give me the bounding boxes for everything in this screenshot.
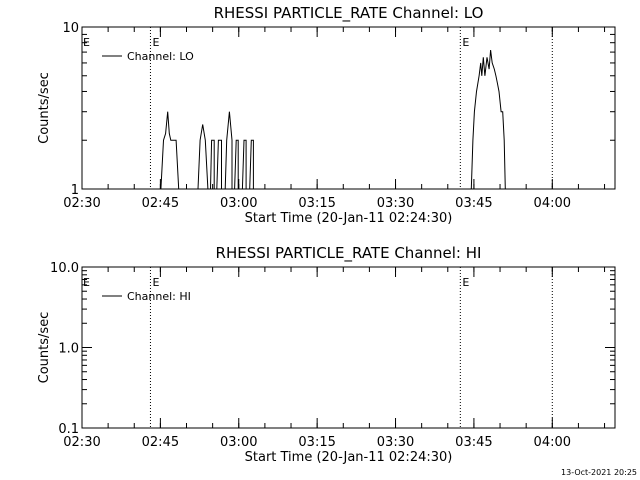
event-marker-label: E — [152, 276, 159, 289]
x-tick-label: 03:15 — [298, 435, 335, 450]
x-tick-label: 03:45 — [455, 435, 492, 450]
x-tick-label: 04:00 — [534, 435, 571, 450]
y-tick-label: 10.0 — [50, 261, 79, 276]
x-tick-label: 03:15 — [298, 196, 335, 211]
x-tick-label: 04:00 — [534, 196, 571, 211]
x-tick-label: 03:30 — [377, 196, 414, 211]
x-tick-label: 03:30 — [377, 435, 414, 450]
chart-title: RHESSI PARTICLE_RATE Channel: HI — [216, 244, 482, 263]
panel-lo-channel: RHESSI PARTICLE_RATE Channel: LO 1 10 02:30… — [37, 4, 616, 226]
x-tick-label: 02:45 — [142, 435, 179, 450]
event-marker-label: E — [83, 276, 90, 289]
series-line — [160, 50, 506, 190]
y-tick-label: 1 — [71, 183, 79, 198]
x-tick-label: 03:00 — [220, 435, 257, 450]
x-tick-label: 02:30 — [63, 435, 100, 450]
event-marker-label: E — [152, 36, 159, 49]
y-tick-label: 0.1 — [58, 422, 79, 437]
x-axis-label: Start Time (20-Jan-11 02:24:30) — [245, 450, 453, 465]
x-tick-label: 02:45 — [142, 196, 179, 211]
event-marker-label: E — [83, 36, 90, 49]
event-marker-label: E — [462, 276, 469, 289]
x-axis-label: Start Time (20-Jan-11 02:24:30) — [245, 211, 453, 226]
y-tick-label: 10 — [62, 21, 79, 36]
legend-label: Channel: HI — [127, 290, 191, 303]
legend-label: Channel: LO — [127, 50, 194, 63]
plot-timestamp: 13-Oct-2021 20:25 — [561, 468, 637, 477]
x-tick-label: 02:30 — [63, 196, 100, 211]
y-tick-label: 1.0 — [58, 342, 79, 357]
event-marker-label: E — [462, 36, 469, 49]
y-axis-label: Counts/sec — [37, 312, 52, 384]
chart-title: RHESSI PARTICLE_RATE Channel: LO — [214, 4, 484, 23]
x-tick-label: 03:45 — [455, 196, 492, 211]
x-tick-label: 03:00 — [220, 196, 257, 211]
y-axis-label: Counts/sec — [37, 72, 52, 144]
panel-hi-channel: RHESSI PARTICLE_RATE Channel: HI 0.1 1.0 10… — [37, 244, 616, 465]
